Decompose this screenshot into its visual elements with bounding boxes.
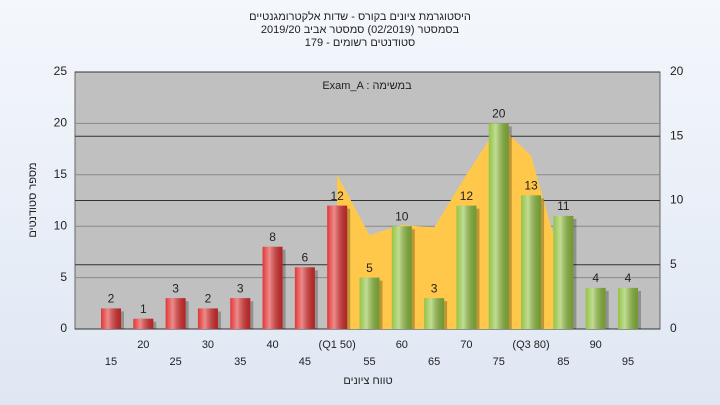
bar-shine [424,298,445,329]
x-tick-label: 40 [266,339,278,351]
y-tick-label: 5 [60,270,67,284]
annotation: Exam_A : במשימה [322,80,412,92]
x-tick-label: (Q3 80) [512,339,549,351]
y-tick-label: 15 [54,167,68,181]
data-label: 13 [524,179,538,193]
bar-shine [488,123,509,330]
x-tick-label: 90 [590,339,602,351]
data-label: 1 [140,302,147,316]
y-tick-label: 20 [54,116,68,130]
data-label: 6 [302,250,309,264]
x-tick-label: 20 [137,339,149,351]
x-tick-label: 15 [105,356,117,368]
data-label: 2 [108,292,115,306]
x-tick-label: 70 [460,339,472,351]
x-tick-label: 30 [202,339,214,351]
x-tick-label: 65 [428,356,440,368]
data-label: 8 [269,230,276,244]
x-tick-label: 85 [557,356,569,368]
bar-shine [101,308,121,329]
bar-shine [618,287,638,329]
chart-subtitle: בסמסטר (02/2019) סמסטר אביב 2019/20 [261,24,460,36]
x-tick-label: 75 [493,356,505,368]
data-label: 4 [625,271,632,285]
x-tick-label: 45 [299,356,311,368]
y-tick-label: 10 [54,218,68,232]
data-label: 2 [205,292,212,306]
data-label: 3 [431,281,438,295]
bar-shine [391,226,412,329]
x-tick-label: 35 [234,356,246,368]
bar-shine [585,287,606,329]
bar-shine [359,277,380,329]
data-label: 10 [395,209,409,223]
bar-shine [521,195,542,329]
y2-tick-label: 0 [670,321,677,335]
data-label: 5 [366,261,373,275]
bar-shine [165,298,186,329]
y-tick-label: 0 [60,321,67,335]
data-label: 20 [492,107,506,121]
bar-shine [327,205,348,329]
chart-title: היסטוגרמת ציונים בקורס - שדות אלקטרומגנט… [249,10,471,23]
bar-shine [133,318,154,329]
chart-subtitle: סטודנטים רשומים - 179 [305,37,416,49]
bar-shine [230,298,251,329]
x-tick-label: 95 [622,356,634,368]
y-tick-label: 25 [54,64,68,78]
data-label: 12 [331,189,345,203]
bar-shine [262,246,283,329]
y2-tick-label: 20 [670,64,684,78]
y2-tick-label: 15 [670,128,684,142]
x-tick-label: (Q1 50) [319,339,356,351]
bar-shine [456,205,477,329]
data-label: 11 [557,199,570,213]
data-label: 12 [460,189,474,203]
x-tick-label: 55 [363,356,375,368]
data-label: 3 [237,281,244,295]
bar-shine [197,308,218,329]
y-axis-label: מספר סטודנטים [27,162,39,237]
x-tick-label: 25 [170,356,182,368]
y2-tick-label: 5 [670,257,677,271]
x-tick-label: 60 [396,339,408,351]
bar-shine [553,215,574,329]
data-label: 3 [172,281,179,295]
bar-shine [294,267,315,329]
data-label: 4 [592,271,599,285]
x-axis-label: טווח ציונים [343,375,392,387]
y2-tick-label: 10 [670,193,684,207]
